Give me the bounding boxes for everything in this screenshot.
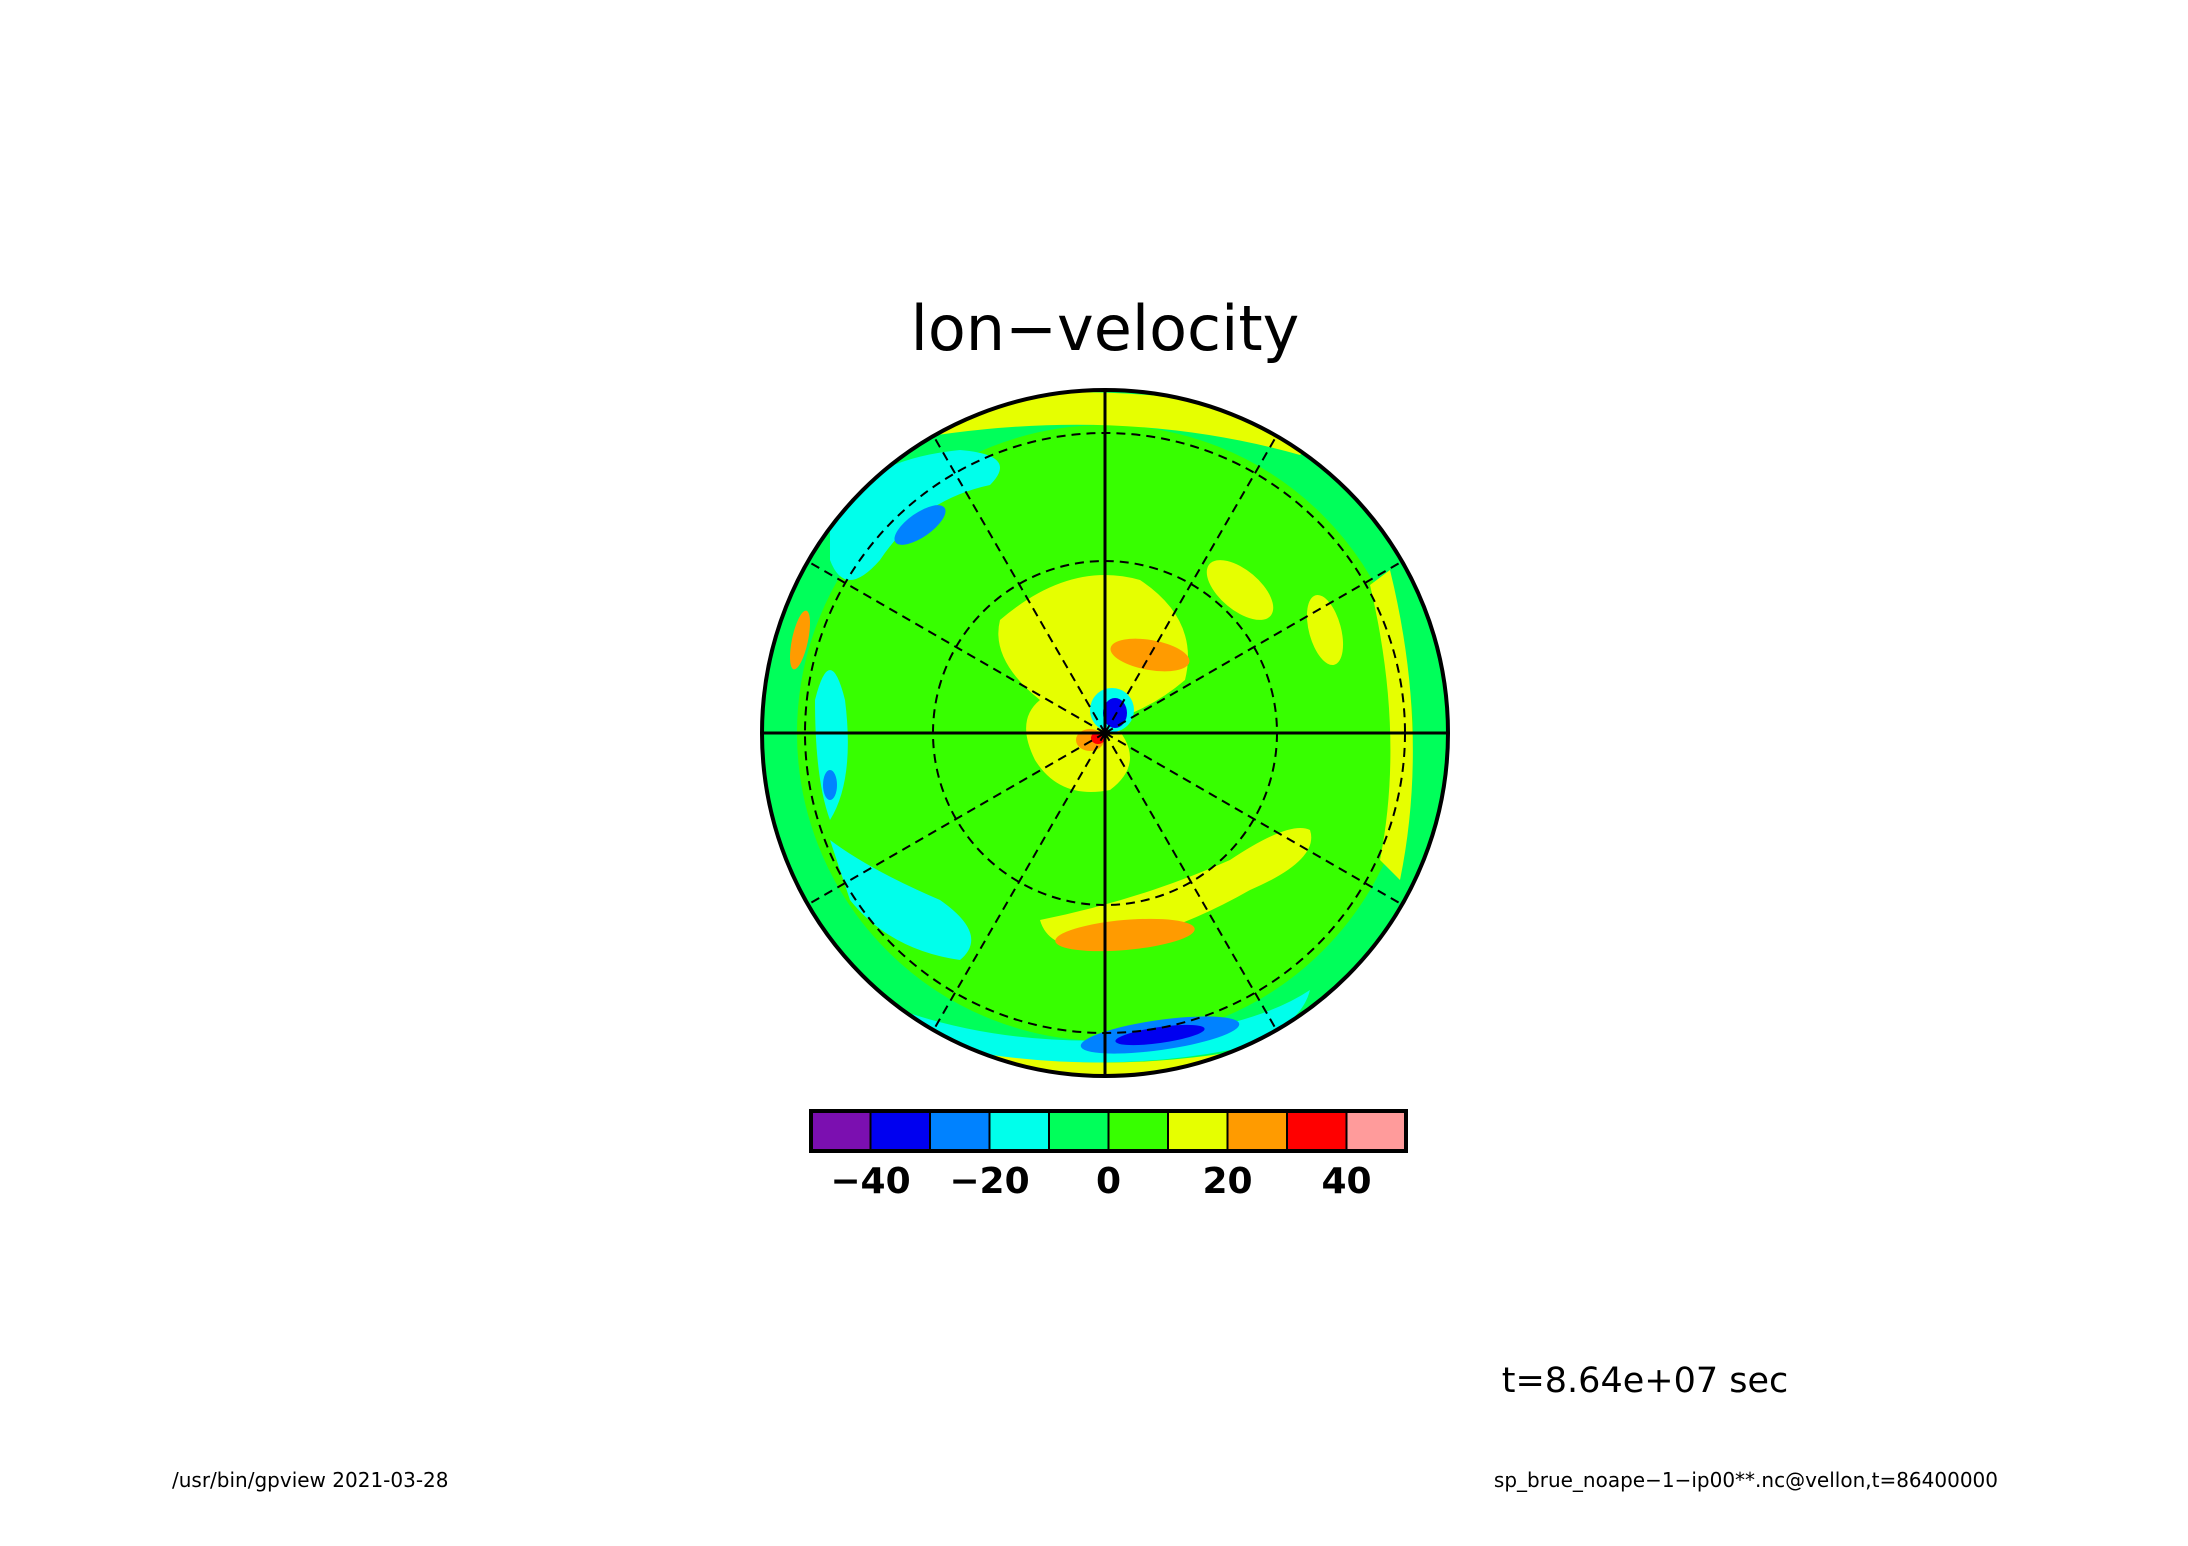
colorbar-tick-label: 40 xyxy=(1321,1161,1371,1202)
inner-yellow-region xyxy=(998,575,1188,792)
colorbar: −40 −20 0 20 40 xyxy=(809,1109,1408,1202)
colorbar-swatch xyxy=(1048,1110,1110,1152)
yellow-patch-east-1 xyxy=(1206,560,1274,620)
colorbar-swatch xyxy=(869,1110,931,1152)
colorbar-swatch xyxy=(1167,1110,1229,1152)
axes xyxy=(762,390,1448,1076)
meridian-line xyxy=(932,732,1106,1031)
orange-patch-left xyxy=(789,610,811,670)
colorbar-tick-label: −40 xyxy=(830,1161,910,1202)
chart-title: lon−velocity xyxy=(911,292,1300,365)
meridian-line xyxy=(1104,560,1403,734)
yellow-band-south xyxy=(1040,828,1312,948)
footer-right: sp_brue_noape−1−ip00**.nc@vellon,t=86400… xyxy=(1494,1468,1998,1492)
colorbar-tick-label: 20 xyxy=(1202,1161,1252,1202)
deep-blue-bottom xyxy=(1115,1024,1205,1046)
colorbar-swatch xyxy=(1345,1110,1407,1152)
colorbar-swatch xyxy=(810,1110,872,1152)
blue-patch-upper-left xyxy=(894,505,946,545)
orange-patch-south xyxy=(1055,918,1195,952)
colorbar-tick-label: −20 xyxy=(949,1161,1029,1202)
rim-yellow-right xyxy=(1370,570,1413,880)
colorbar-swatch xyxy=(929,1110,991,1152)
colorbar-frame xyxy=(809,1109,1408,1153)
colorbar-swatch xyxy=(988,1110,1050,1152)
colorbar-swatch xyxy=(1107,1110,1169,1152)
footer-left: /usr/bin/gpview 2021-03-28 xyxy=(172,1468,449,1492)
colorbar-swatch xyxy=(1226,1110,1288,1152)
meridian-line xyxy=(807,560,1106,734)
meridian-line xyxy=(1104,732,1278,1031)
cyan-band-bottom xyxy=(900,990,1310,1063)
meridian-line xyxy=(932,435,1106,734)
cyan-patch-lower-left xyxy=(830,840,972,960)
meridian-line xyxy=(807,732,1106,906)
blue-patch-left xyxy=(823,770,837,800)
colorbar-swatch xyxy=(1286,1110,1348,1152)
disk-border xyxy=(760,388,1450,1078)
meridian-line xyxy=(1104,732,1403,906)
meridian-line xyxy=(1104,435,1278,734)
time-label: t=8.64e+07 sec xyxy=(1502,1361,1789,1401)
yellow-patch-east-2 xyxy=(1306,594,1344,666)
colorbar-tick-label: 0 xyxy=(1096,1161,1121,1202)
